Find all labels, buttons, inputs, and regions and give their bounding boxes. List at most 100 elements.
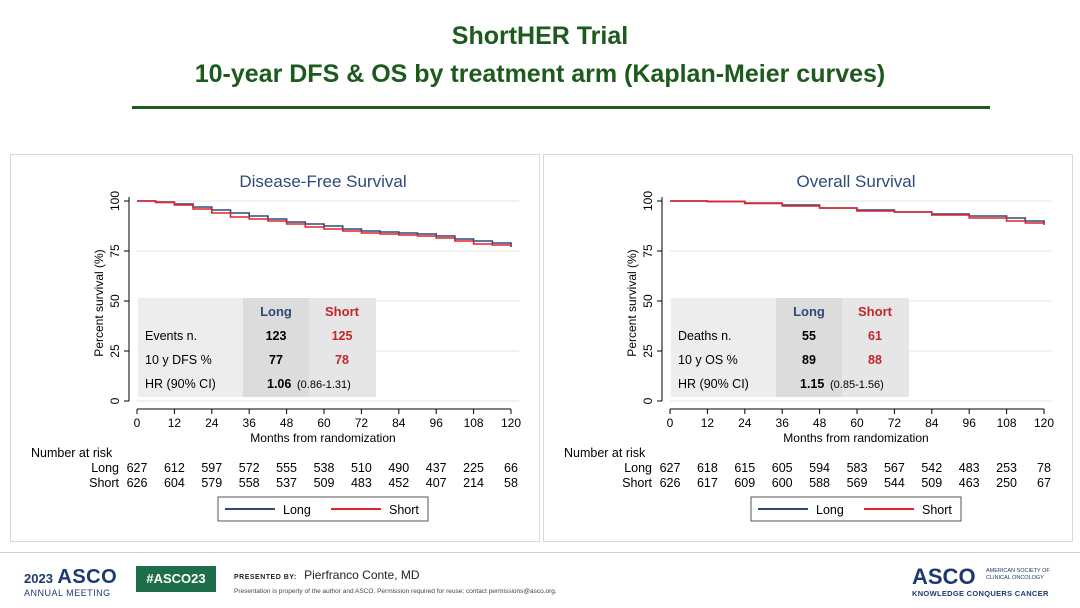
risk-label-short: Short <box>89 476 119 490</box>
annual-meeting-label: ANNUAL MEETING <box>24 588 111 598</box>
risk-value-long: 538 <box>314 461 335 475</box>
x-axis-label: Months from randomization <box>783 431 928 445</box>
y-tick-label: 75 <box>641 244 655 258</box>
x-tick-label: 96 <box>963 416 977 430</box>
risk-label-long: Long <box>91 461 119 475</box>
x-tick-label: 60 <box>850 416 864 430</box>
risk-value-long: 615 <box>734 461 755 475</box>
risk-value-long: 627 <box>127 461 148 475</box>
risk-value-short: 483 <box>351 476 372 490</box>
risk-value-short: 604 <box>164 476 185 490</box>
stats-table-long-column <box>776 298 842 397</box>
legend-label-short: Short <box>922 503 952 517</box>
x-tick-label: 72 <box>888 416 902 430</box>
risk-value-short: 579 <box>201 476 222 490</box>
stats-long-value: 89 <box>802 353 816 367</box>
x-tick-label: 36 <box>776 416 790 430</box>
presenter-credit: PRESENTED BY: Pierfranco Conte, MD <box>234 568 420 582</box>
hr-label: HR (90% CI) <box>145 377 216 391</box>
series-line-short <box>137 200 511 246</box>
risk-value-long: 555 <box>276 461 297 475</box>
stats-long-value: 123 <box>266 329 287 343</box>
risk-value-short: 509 <box>314 476 335 490</box>
risk-value-short: 609 <box>734 476 755 490</box>
series-line-long <box>670 200 1045 223</box>
x-tick-label: 24 <box>738 416 752 430</box>
legend-label-long: Long <box>816 503 844 517</box>
stats-table-long-column <box>243 298 309 397</box>
series-line-long <box>137 200 512 247</box>
x-tick-label: 24 <box>205 416 219 430</box>
legend-label-long: Long <box>283 503 311 517</box>
stats-short-value: 125 <box>332 329 353 343</box>
risk-value-short: 600 <box>772 476 793 490</box>
risk-value-long: 597 <box>201 461 222 475</box>
risk-value-short: 452 <box>388 476 409 490</box>
x-tick-label: 108 <box>997 416 1017 430</box>
risk-value-long: 490 <box>388 461 409 475</box>
risk-value-short: 214 <box>463 476 484 490</box>
risk-value-short: 626 <box>660 476 681 490</box>
x-tick-label: 60 <box>317 416 331 430</box>
presenter-name: Pierfranco Conte, MD <box>304 568 420 582</box>
stats-short-value: 88 <box>868 353 882 367</box>
stats-short-value: 78 <box>335 353 349 367</box>
risk-value-short: 537 <box>276 476 297 490</box>
y-tick-label: 100 <box>641 191 655 211</box>
risk-value-long: 542 <box>921 461 942 475</box>
hashtag-badge: #ASCO23 <box>136 566 216 592</box>
stats-table-short-column <box>309 298 376 397</box>
risk-title: Number at risk <box>31 446 113 460</box>
risk-value-long: 567 <box>884 461 905 475</box>
risk-value-short: 588 <box>809 476 830 490</box>
risk-value-long: 612 <box>164 461 185 475</box>
risk-value-short: 67 <box>1037 476 1051 490</box>
asco-society-logo: ASCO AMERICAN SOCIETY OF CLINICAL ONCOLO… <box>912 564 1050 598</box>
risk-value-short: 250 <box>996 476 1017 490</box>
risk-value-long: 572 <box>239 461 260 475</box>
y-tick-label: 25 <box>108 344 122 358</box>
series-line-short <box>670 200 1045 225</box>
stats-long-value: 77 <box>269 353 283 367</box>
risk-value-short: 463 <box>959 476 980 490</box>
y-tick-label: 75 <box>108 244 122 258</box>
legend-label-short: Short <box>389 503 419 517</box>
hr-value: 1.06 <box>267 377 291 391</box>
stats-header-short: Short <box>325 304 360 319</box>
x-tick-label: 84 <box>392 416 406 430</box>
disclaimer-text: Presentation is property of the author a… <box>234 588 557 595</box>
y-tick-label: 0 <box>641 397 655 404</box>
x-tick-label: 48 <box>813 416 827 430</box>
title-divider <box>132 106 990 109</box>
stats-row-label: Deaths n. <box>678 329 732 343</box>
x-tick-label: 48 <box>280 416 294 430</box>
chart-title: Disease-Free Survival <box>239 172 406 191</box>
risk-label-short: Short <box>622 476 652 490</box>
os-panel: Overall Survival 0 25 50 75 100 0 12 24 36 48 60 72 8… <box>543 154 1073 542</box>
tagline: KNOWLEDGE CONQUERS CANCER <box>912 589 1049 598</box>
society-name: AMERICAN SOCIETY OF CLINICAL ONCOLOGY <box>986 568 1050 581</box>
footer-divider <box>0 552 1080 553</box>
risk-value-long: 618 <box>697 461 718 475</box>
stats-row-label: 10 y OS % <box>678 353 738 367</box>
risk-value-long: 253 <box>996 461 1017 475</box>
stats-row-label: Events n. <box>145 329 197 343</box>
risk-value-long: 66 <box>504 461 518 475</box>
x-tick-label: 12 <box>701 416 715 430</box>
risk-value-short: 617 <box>697 476 718 490</box>
risk-value-short: 544 <box>884 476 905 490</box>
x-tick-label: 0 <box>134 416 141 430</box>
y-tick-label: 50 <box>108 294 122 308</box>
y-axis-label: Percent survival (%) <box>625 249 639 356</box>
risk-value-short: 509 <box>921 476 942 490</box>
y-tick-label: 50 <box>641 294 655 308</box>
x-tick-label: 120 <box>1034 416 1054 430</box>
risk-label-long: Long <box>624 461 652 475</box>
dfs-panel: Disease-Free Survival 0 25 50 75 100 0 12 24 36 48… <box>10 154 540 542</box>
slide-subtitle: 10-year DFS & OS by treatment arm (Kapla… <box>194 60 886 88</box>
risk-value-long: 510 <box>351 461 372 475</box>
risk-value-long: 594 <box>809 461 830 475</box>
stats-header-long: Long <box>793 304 825 319</box>
hr-label: HR (90% CI) <box>678 377 749 391</box>
risk-value-long: 627 <box>660 461 681 475</box>
